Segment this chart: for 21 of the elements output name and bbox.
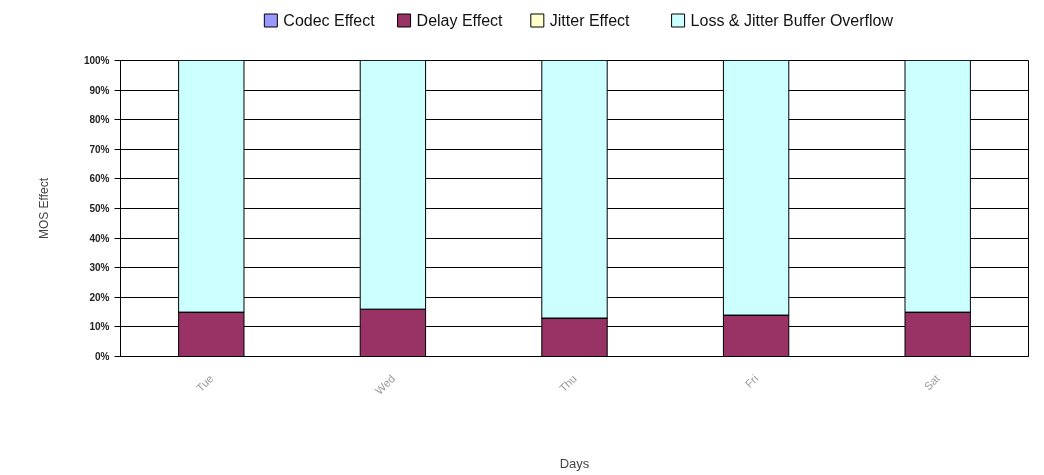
x-tick-label: Tue [193, 372, 216, 394]
legend-label: Codec Effect [283, 12, 376, 29]
y-tick-label: 10% [89, 321, 110, 333]
y-tick-label: 90% [89, 84, 110, 96]
legend-label: Jitter Effect [549, 12, 631, 29]
y-tick-label: 50% [89, 203, 110, 214]
y-tick-label: 100% [83, 55, 110, 66]
x-axis-title: Days [559, 455, 590, 471]
x-tick-label: Thu [556, 372, 579, 395]
legend-label: Loss & Jitter Buffer Overflow [690, 12, 894, 29]
x-tick-label: Fri [742, 372, 761, 390]
legend-label: Delay Effect [416, 12, 504, 29]
y-tick-label: 20% [89, 291, 110, 303]
y-tick-label: 30% [89, 262, 110, 274]
y-tick-label: 80% [89, 114, 110, 126]
y-tick-label: 0% [95, 351, 110, 362]
y-tick-label: 40% [89, 232, 110, 244]
y-tick-label: 70% [89, 143, 110, 155]
x-tick-label: Sat [921, 372, 942, 393]
y-tick-label: 60% [89, 173, 110, 185]
y-axis-title: MOS Effect [36, 177, 51, 240]
